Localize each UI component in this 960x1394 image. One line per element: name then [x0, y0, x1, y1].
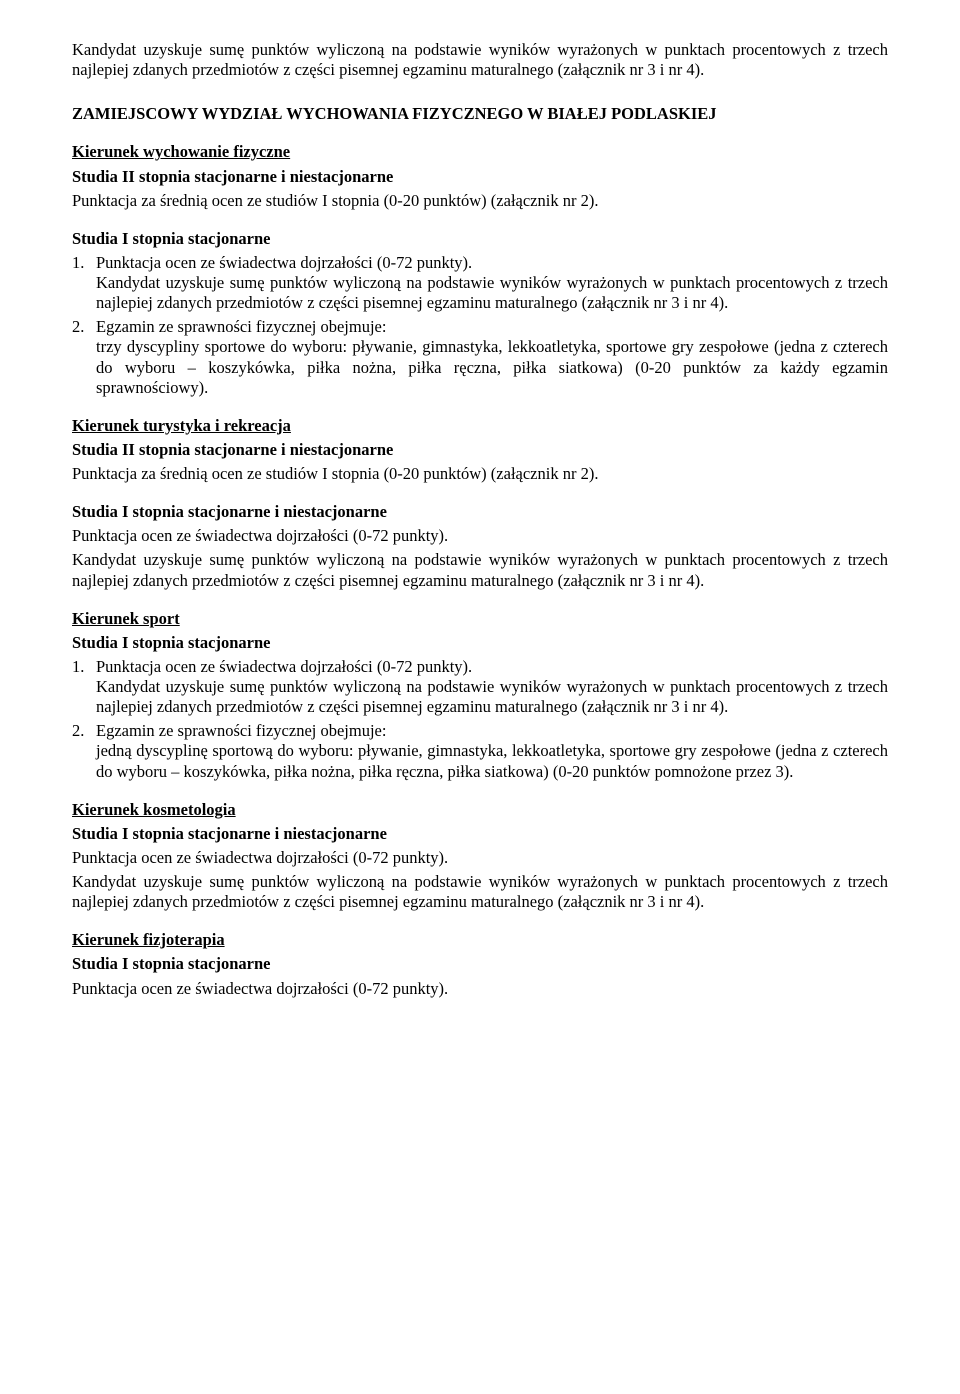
sport-item1-text: Punktacja ocen ze świadectwa dojrzałości… [96, 657, 888, 677]
main-heading: ZAMIEJSCOWY WYDZIAŁ WYCHOWANIA FIZYCZNEG… [72, 104, 888, 124]
wf-item2-text: Egzamin ze sprawności fizycznej obejmuje… [96, 317, 888, 337]
wf-list-item-2: 2. Egzamin ze sprawności fizycznej obejm… [72, 317, 888, 337]
sport-list-item-2: 2. Egzamin ze sprawności fizycznej obejm… [72, 721, 888, 741]
sport-item2-text: Egzamin ze sprawności fizycznej obejmuje… [96, 721, 888, 741]
sport-list-item-1: 1. Punktacja ocen ze świadectwa dojrzało… [72, 657, 888, 677]
wf-punktacja-ii: Punktacja za średnią ocen ze studiów I s… [72, 191, 888, 211]
kosm-studia-i: Studia I stopnia stacjonarne i niestacjo… [72, 824, 888, 844]
fizjo-studia-i: Studia I stopnia stacjonarne [72, 954, 888, 974]
sport-item2-num: 2. [72, 721, 96, 741]
fizjo-title: Kierunek fizjoterapia [72, 930, 888, 950]
sport-studia-i: Studia I stopnia stacjonarne [72, 633, 888, 653]
wf-list-item-1: 1. Punktacja ocen ze świadectwa dojrzało… [72, 253, 888, 273]
kosm-body: Kandydat uzyskuje sumę punktów wyliczoną… [72, 872, 888, 912]
intro-paragraph: Kandydat uzyskuje sumę punktów wyliczoną… [72, 40, 888, 80]
sport-item2-body: jedną dyscyplinę sportową do wyboru: pły… [72, 741, 888, 781]
kosm-title: Kierunek kosmetologia [72, 800, 888, 820]
tir-punktacja-i: Punktacja ocen ze świadectwa dojrzałości… [72, 526, 888, 546]
tir-title: Kierunek turystyka i rekreacja [72, 416, 888, 436]
wf-item1-num: 1. [72, 253, 96, 273]
tir-studia-i: Studia I stopnia stacjonarne i niestacjo… [72, 502, 888, 522]
wf-item2-body: trzy dyscypliny sportowe do wyboru: pływ… [72, 337, 888, 397]
kosm-punktacja: Punktacja ocen ze świadectwa dojrzałości… [72, 848, 888, 868]
wf-item1-text: Punktacja ocen ze świadectwa dojrzałości… [96, 253, 888, 273]
wf-studia-i: Studia I stopnia stacjonarne [72, 229, 888, 249]
wf-item2-num: 2. [72, 317, 96, 337]
tir-studia-ii: Studia II stopnia stacjonarne i niestacj… [72, 440, 888, 460]
wf-title: Kierunek wychowanie fizyczne [72, 142, 888, 162]
sport-item1-body: Kandydat uzyskuje sumę punktów wyliczoną… [72, 677, 888, 717]
fizjo-punktacja: Punktacja ocen ze świadectwa dojrzałości… [72, 979, 888, 999]
tir-body: Kandydat uzyskuje sumę punktów wyliczoną… [72, 550, 888, 590]
tir-punktacja-ii: Punktacja za średnią ocen ze studiów I s… [72, 464, 888, 484]
wf-studia-ii: Studia II stopnia stacjonarne i niestacj… [72, 167, 888, 187]
sport-title: Kierunek sport [72, 609, 888, 629]
wf-item1-body: Kandydat uzyskuje sumę punktów wyliczoną… [72, 273, 888, 313]
sport-item1-num: 1. [72, 657, 96, 677]
